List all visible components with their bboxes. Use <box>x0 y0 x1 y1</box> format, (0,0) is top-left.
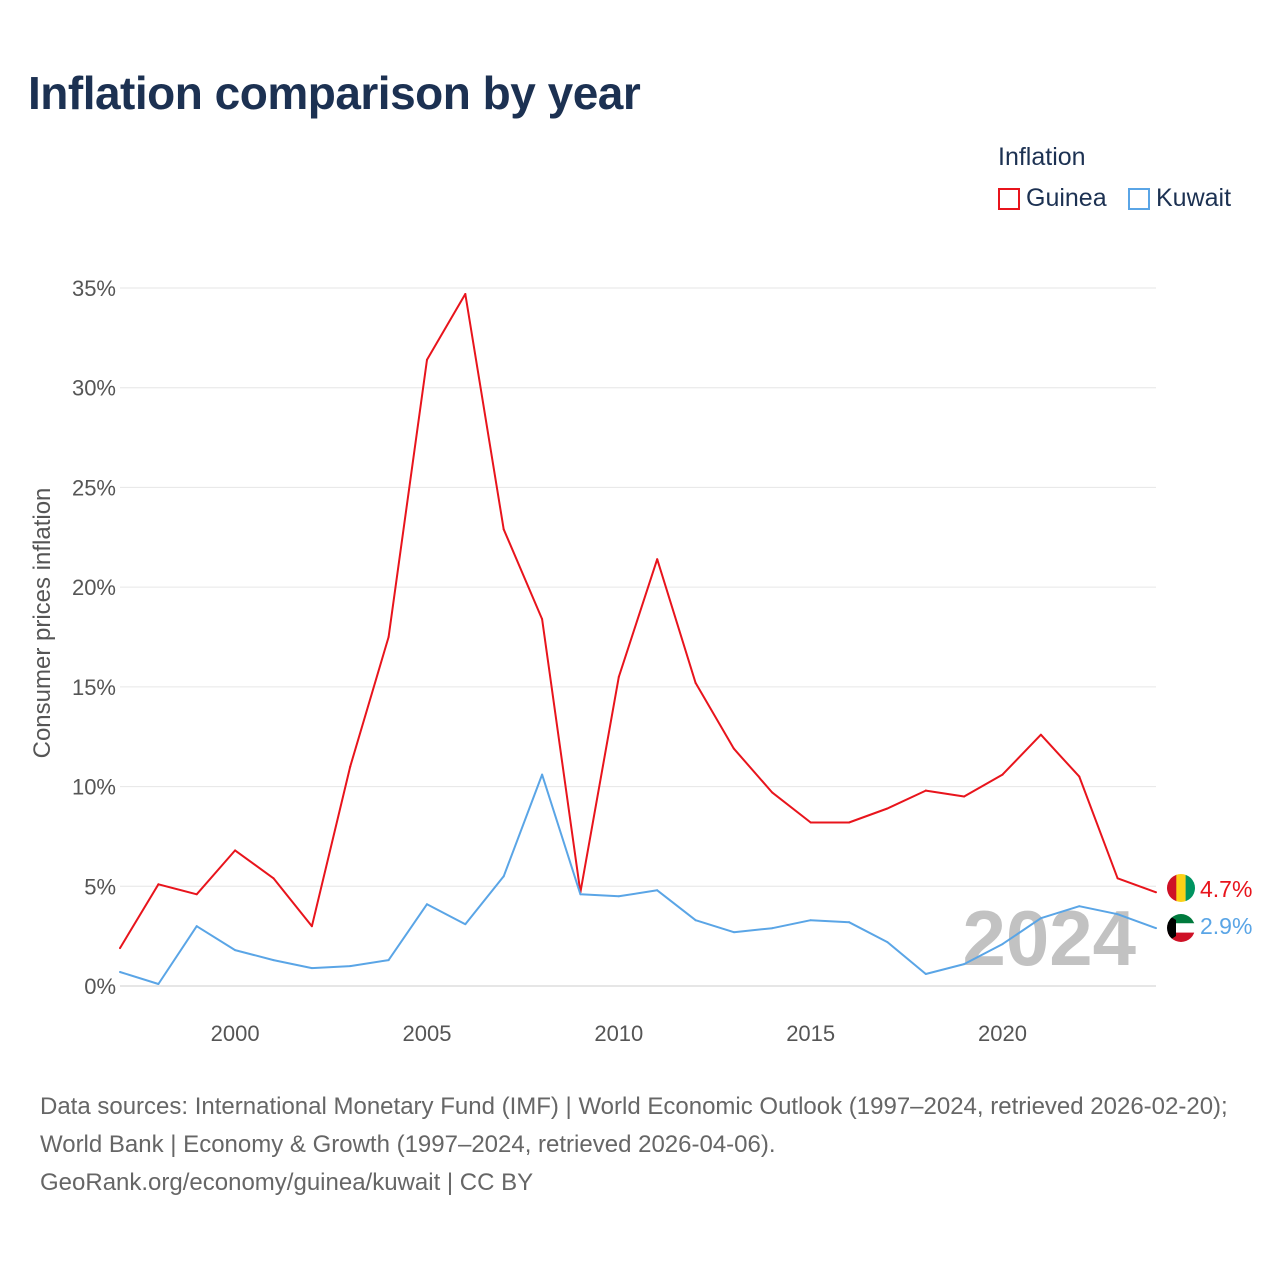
y-tick-label: 25% <box>72 475 116 500</box>
data-point-guinea[interactable] <box>656 558 659 561</box>
source-link[interactable]: GeoRank.org/economy/guinea/kuwait | CC B… <box>40 1169 534 1196</box>
data-point-kuwait[interactable] <box>1078 905 1081 908</box>
series-line-kuwait[interactable] <box>119 773 1157 985</box>
kuwait-end-label: 2.9% <box>1200 913 1252 939</box>
data-point-kuwait[interactable] <box>425 903 428 906</box>
x-tick-label: 2020 <box>978 1021 1027 1046</box>
data-point-kuwait[interactable] <box>541 773 544 776</box>
data-point-kuwait[interactable] <box>119 971 121 974</box>
data-point-kuwait[interactable] <box>157 983 160 986</box>
data-point-guinea[interactable] <box>464 292 467 295</box>
legend-item-kuwait[interactable]: Kuwait <box>1128 184 1231 213</box>
data-point-guinea[interactable] <box>1155 891 1157 894</box>
source-citation: Data sources: International Monetary Fun… <box>40 1093 1228 1158</box>
data-point-guinea[interactable] <box>1078 775 1081 778</box>
y-axis-ticks: 0% 5% 10% 15% 20% 25% 30% 35% <box>72 276 116 999</box>
data-point-kuwait[interactable] <box>809 919 812 922</box>
data-point-guinea[interactable] <box>195 893 198 896</box>
x-tick-label: 2000 <box>211 1021 260 1046</box>
data-point-kuwait[interactable] <box>656 889 659 892</box>
data-point-kuwait[interactable] <box>349 965 352 968</box>
data-point-kuwait[interactable] <box>1039 917 1042 920</box>
data-point-kuwait[interactable] <box>886 941 889 944</box>
data-point-guinea[interactable] <box>771 791 774 794</box>
data-point-guinea[interactable] <box>387 636 390 638</box>
data-point-guinea[interactable] <box>694 681 697 684</box>
x-tick-label: 2015 <box>786 1021 835 1046</box>
y-tick-label: 20% <box>72 575 116 600</box>
x-tick-label: 2005 <box>402 1021 451 1046</box>
data-point-guinea[interactable] <box>1116 877 1119 880</box>
data-point-kuwait[interactable] <box>924 973 927 976</box>
data-point-kuwait[interactable] <box>310 967 313 970</box>
data-point-kuwait[interactable] <box>694 919 697 922</box>
data-point-kuwait[interactable] <box>195 925 198 928</box>
data-point-kuwait[interactable] <box>732 931 735 934</box>
data-point-guinea[interactable] <box>272 877 275 880</box>
data-point-guinea[interactable] <box>809 821 812 824</box>
y-tick-label: 15% <box>72 675 116 700</box>
guinea-flag-icon <box>1167 874 1195 902</box>
data-point-guinea[interactable] <box>234 849 237 852</box>
legend-label-guinea: Guinea <box>1026 184 1107 212</box>
guinea-end-label: 4.7% <box>1200 876 1252 902</box>
data-point-kuwait[interactable] <box>1001 943 1004 946</box>
data-point-guinea[interactable] <box>886 807 889 810</box>
data-source-note: Data sources: International Monetary Fun… <box>40 1088 1250 1202</box>
data-point-kuwait[interactable] <box>387 959 390 962</box>
kuwait-flag-icon <box>1167 914 1195 942</box>
data-point-guinea[interactable] <box>157 883 160 886</box>
data-point-kuwait[interactable] <box>502 875 505 878</box>
data-point-kuwait[interactable] <box>771 927 774 930</box>
data-point-kuwait[interactable] <box>272 959 275 962</box>
data-point-guinea[interactable] <box>732 747 735 750</box>
y-tick-label: 30% <box>72 376 116 401</box>
data-point-kuwait[interactable] <box>1116 913 1119 916</box>
series-line-guinea[interactable] <box>119 293 1157 949</box>
data-point-kuwait[interactable] <box>464 923 467 926</box>
series-lines <box>119 292 1157 986</box>
data-point-guinea[interactable] <box>617 675 620 678</box>
grid-lines <box>120 287 1156 987</box>
data-point-guinea[interactable] <box>349 765 352 768</box>
data-point-kuwait[interactable] <box>963 963 966 966</box>
x-tick-label: 2010 <box>594 1021 643 1046</box>
data-point-kuwait[interactable] <box>1155 927 1157 930</box>
legend-swatch-kuwait <box>1128 187 1150 210</box>
data-point-kuwait[interactable] <box>579 893 582 896</box>
data-point-guinea[interactable] <box>425 358 428 361</box>
legend-swatch-guinea <box>998 187 1020 210</box>
data-point-kuwait[interactable] <box>617 895 620 898</box>
data-point-guinea[interactable] <box>1039 733 1042 736</box>
legend-label-kuwait: Kuwait <box>1156 184 1232 212</box>
data-point-guinea[interactable] <box>310 925 313 928</box>
data-point-guinea[interactable] <box>541 618 544 621</box>
y-tick-label: 35% <box>72 276 116 301</box>
data-point-kuwait[interactable] <box>234 949 237 952</box>
x-axis-ticks: 2000 2005 2010 2015 2020 <box>211 1021 1027 1046</box>
data-point-kuwait[interactable] <box>848 921 851 924</box>
legend-heading: Inflation <box>998 143 1086 171</box>
line-chart: 0%5%10%15%20%25%30%35% 2000 2005 2010 2015 2… <box>29 276 1252 1046</box>
y-tick-label: 10% <box>72 775 116 800</box>
y-tick-label: 0% <box>84 974 116 999</box>
data-point-guinea[interactable] <box>848 821 851 824</box>
data-point-guinea[interactable] <box>924 789 927 792</box>
data-point-guinea[interactable] <box>502 528 505 531</box>
y-tick-label: 5% <box>84 874 116 899</box>
y-axis-title: Consumer prices inflation <box>29 488 56 759</box>
chart-title: Inflation comparison by year <box>28 67 641 119</box>
legend-item-guinea[interactable]: Guinea <box>998 184 1107 213</box>
data-point-guinea[interactable] <box>1001 773 1004 776</box>
data-point-guinea[interactable] <box>119 947 121 950</box>
data-point-guinea[interactable] <box>963 795 966 798</box>
year-watermark: 2024 <box>962 894 1136 982</box>
